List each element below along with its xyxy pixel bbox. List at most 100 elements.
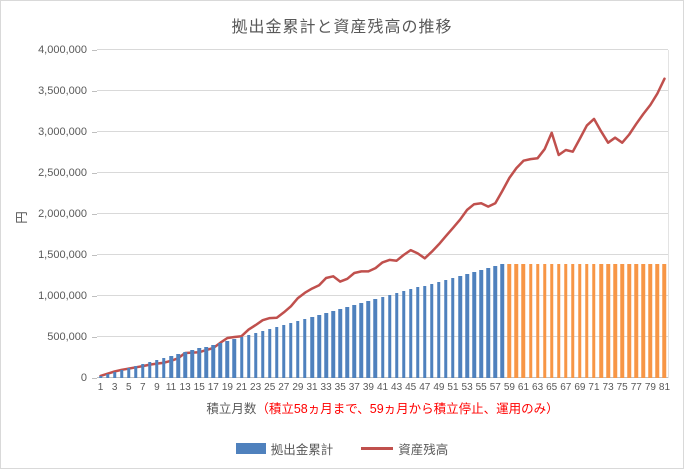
bar-month-58	[500, 263, 505, 378]
x-tick-label: 59	[503, 382, 515, 393]
bar-month-46	[415, 287, 420, 378]
bar-month-39	[366, 301, 371, 378]
bar-month-38	[359, 303, 364, 378]
bar-month-71	[592, 263, 596, 378]
y-tick-label: 1,000,000	[38, 290, 87, 302]
bar-month-59	[507, 263, 512, 378]
bar-month-44	[401, 291, 406, 378]
x-tick-label: 17	[207, 382, 219, 393]
bar-month-3	[112, 372, 117, 378]
gridline	[97, 295, 668, 296]
y-tick-label: 2,500,000	[38, 167, 87, 179]
bar-month-66	[556, 263, 561, 378]
x-tick-label: 15	[193, 382, 205, 393]
bar-month-25	[267, 328, 272, 378]
gridline	[97, 90, 668, 91]
x-tick-label: 37	[348, 382, 360, 393]
bar-month-63	[535, 263, 540, 378]
bar-month-40	[373, 299, 378, 378]
y-tick-mark	[92, 214, 97, 215]
x-tick-label: 43	[391, 382, 403, 393]
plot-area	[97, 49, 669, 378]
bar-month-28	[289, 322, 293, 378]
x-tick-label: 1	[97, 382, 104, 393]
bar-month-77	[634, 263, 639, 378]
x-tick-label: 75	[616, 382, 628, 393]
gridline	[97, 254, 668, 255]
legend-item-contribution: 拠出金累計	[235, 439, 333, 458]
bar-month-45	[408, 289, 413, 378]
y-tick-label: 1,500,000	[38, 249, 87, 261]
bar-month-62	[528, 263, 533, 378]
bar-month-67	[564, 263, 568, 378]
bar-month-41	[380, 297, 385, 378]
bar-month-49	[437, 281, 441, 378]
x-tick-label: 71	[588, 382, 600, 393]
bar-month-61	[521, 263, 526, 378]
y-tick-label: 500,000	[47, 331, 87, 343]
x-tick-label: 19	[221, 382, 233, 393]
bar-month-35	[338, 309, 342, 378]
y-tick-label: 0	[80, 372, 87, 384]
x-tick-label: 9	[154, 382, 160, 393]
y-tick-mark	[92, 173, 97, 174]
y-tick-label: 3,000,000	[38, 126, 87, 138]
bar-month-23	[253, 332, 258, 378]
bar-month-81	[662, 263, 667, 378]
bar-month-47	[423, 285, 427, 378]
bar-month-6	[134, 366, 138, 378]
x-tick-label: 27	[278, 382, 290, 393]
x-tick-label: 5	[125, 382, 132, 393]
bar-month-15	[197, 348, 201, 378]
x-tick-label: 61	[517, 382, 530, 393]
bar-month-69	[578, 263, 582, 378]
bar-month-7	[141, 364, 145, 378]
x-tick-label: 77	[630, 382, 642, 393]
bar-month-60	[514, 263, 519, 378]
bar-month-52	[458, 275, 462, 378]
x-tick-label: 69	[574, 382, 586, 393]
bar-month-29	[296, 320, 300, 378]
bar-month-20	[232, 338, 237, 378]
bar-month-1	[98, 376, 103, 378]
bar-month-5	[126, 368, 131, 378]
bar-month-64	[542, 263, 547, 378]
bar-month-65	[549, 263, 554, 378]
legend-line-swatch	[361, 447, 394, 450]
bar-month-12	[176, 354, 180, 378]
x-tick-label: 81	[658, 382, 671, 393]
bar-month-76	[627, 263, 631, 378]
x-tick-label: 41	[376, 382, 389, 393]
x-tick-label: 63	[532, 382, 544, 393]
bar-month-27	[282, 324, 286, 378]
balance-line	[99, 77, 666, 378]
bar-month-54	[472, 271, 476, 378]
bar-month-11	[169, 356, 173, 378]
x-tick-label: 65	[546, 382, 558, 393]
bar-month-51	[451, 277, 455, 378]
bar-month-74	[613, 263, 617, 378]
bar-month-22	[246, 334, 251, 378]
chart-title: 拠出金累計と資産残高の推移	[231, 19, 453, 36]
x-tick-label: 53	[461, 382, 473, 393]
x-axis-labels: 1 3 5 7 9 11 13 15 17 19 21 23 25 27 29 31 33 35 37 39 41 43 4…	[97, 382, 671, 396]
x-tick-label: 35	[334, 382, 346, 393]
bar-month-2	[105, 374, 110, 378]
bar-month-73	[606, 263, 610, 378]
legend-item-balance: 資産残高	[361, 439, 448, 458]
x-tick-label: 33	[320, 382, 332, 393]
y-tick-label: 4,000,000	[38, 44, 87, 56]
bar-month-18	[218, 342, 223, 378]
bar-month-16	[204, 346, 208, 378]
y-tick-mark	[92, 91, 97, 92]
gridline	[97, 131, 668, 132]
bar-month-24	[260, 330, 265, 378]
y-tick-mark	[92, 50, 97, 51]
bar-month-50	[444, 279, 448, 378]
bar-month-80	[655, 263, 660, 378]
bar-month-68	[571, 263, 575, 378]
gridline	[97, 49, 668, 50]
bar-month-79	[648, 263, 653, 378]
x-tick-label: 47	[419, 382, 431, 393]
x-tick-label: 29	[292, 382, 304, 393]
